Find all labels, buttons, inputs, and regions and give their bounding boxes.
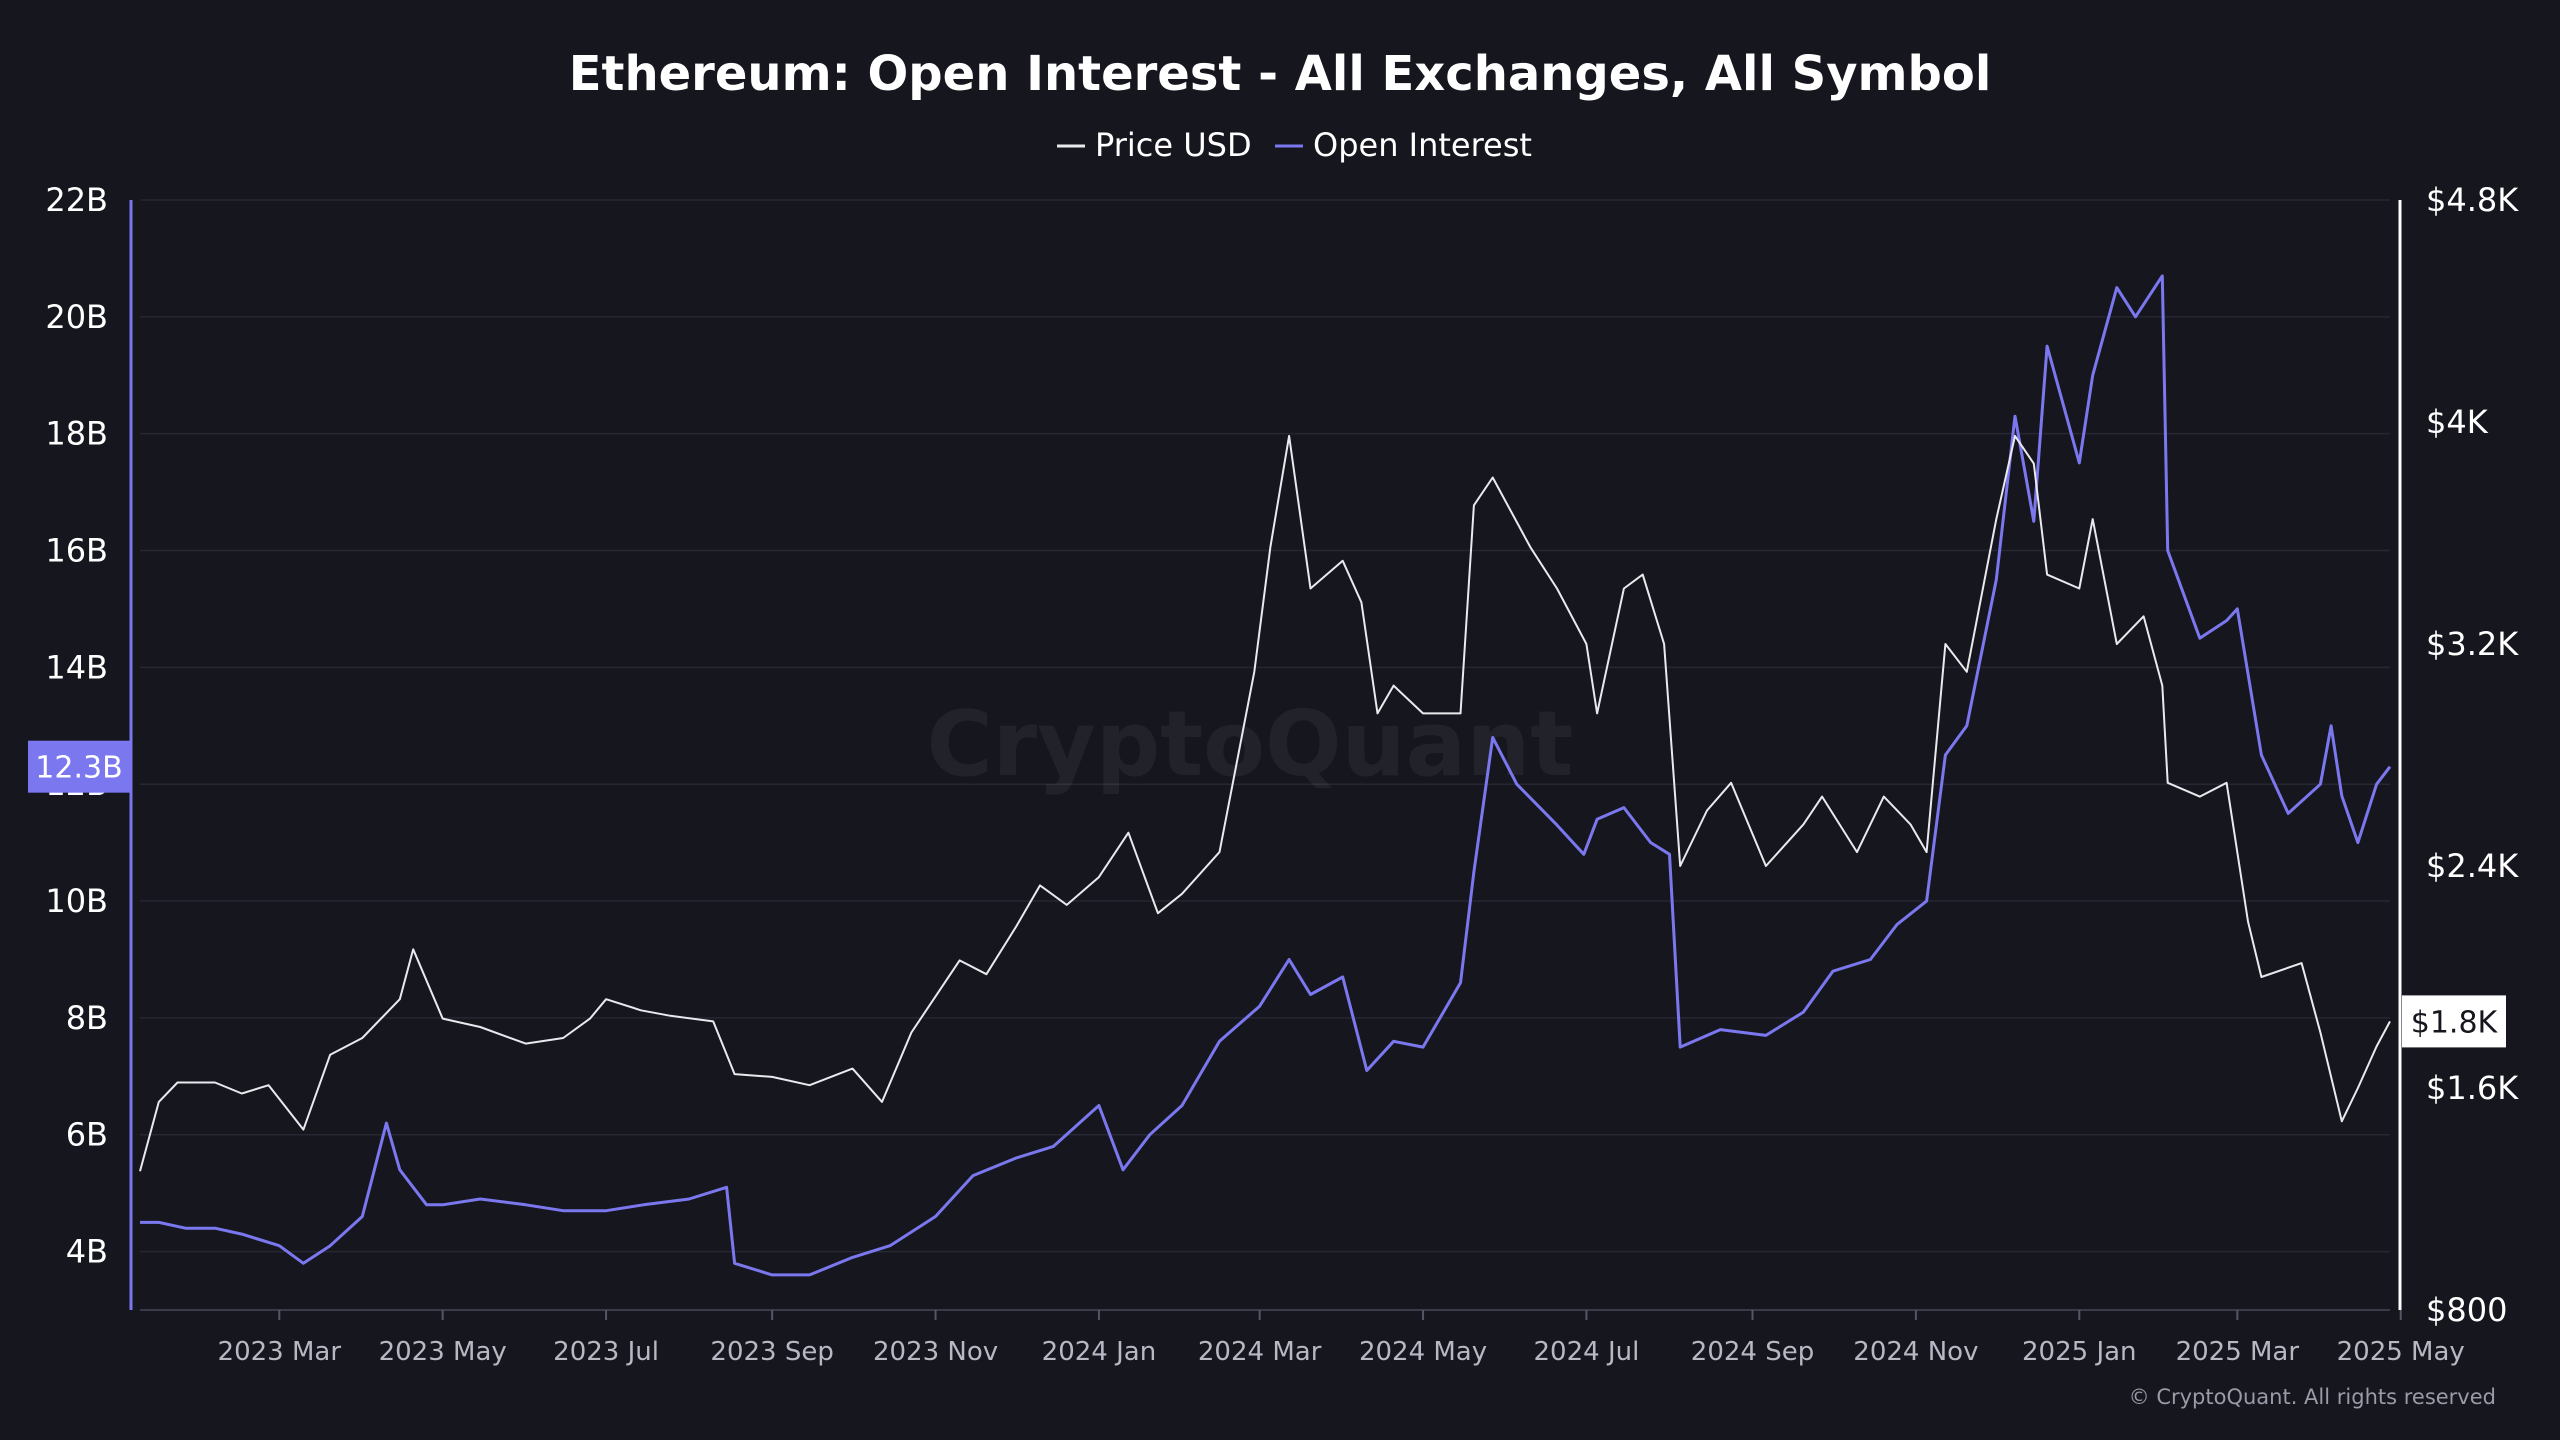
x-tick-label: 2025 Mar bbox=[2176, 1337, 2300, 1367]
left-tick-label: 8B bbox=[66, 999, 108, 1037]
right-tick-label: $3.2K bbox=[2426, 625, 2519, 663]
x-axis-ticks: 2023 Mar 2023 May 2023 Jul 2023 Sep 2023 Nov… bbox=[218, 1310, 2465, 1367]
x-tick-label: 2024 Mar bbox=[1198, 1337, 1322, 1367]
left-tick-label: 22B bbox=[45, 181, 108, 219]
left-tick-label: 4B bbox=[66, 1233, 108, 1271]
series-price-line bbox=[139, 434, 2391, 1172]
grid-lines bbox=[140, 199, 2390, 1253]
left-tick-label: 10B bbox=[45, 882, 108, 920]
x-tick-label: 2024 May bbox=[1359, 1337, 1487, 1367]
right-current-badge: $1.8K bbox=[2402, 995, 2506, 1048]
left-current-badge: 12.3B bbox=[28, 740, 130, 793]
legend-price-label: Price USD bbox=[1095, 126, 1252, 164]
x-tick-label: 2023 Mar bbox=[218, 1337, 342, 1367]
x-tick-label: 2025 Jan bbox=[2022, 1337, 2137, 1367]
x-tick-label: 2025 May bbox=[2337, 1337, 2465, 1367]
x-tick-label: 2024 Nov bbox=[1853, 1337, 1978, 1367]
left-axis-ticks: 4B6B8B10B12B14B16B18B20B22B bbox=[45, 181, 108, 1271]
x-tick-label: 2023 Jul bbox=[553, 1337, 659, 1367]
left-tick-label: 6B bbox=[66, 1116, 108, 1154]
right-tick-label: $800 bbox=[2426, 1291, 2507, 1329]
right-axis-ticks: $800 $1.6K $2.4K $3.2K $4K $4.8K bbox=[2426, 181, 2519, 1329]
right-tick-label: $4.8K bbox=[2426, 181, 2519, 219]
watermark: CryptoQuant bbox=[927, 692, 1574, 797]
left-tick-label: 20B bbox=[45, 298, 108, 336]
copyright-notice: © CryptoQuant. All rights reserved bbox=[2129, 1385, 2496, 1409]
left-current-badge-label: 12.3B bbox=[35, 751, 122, 786]
x-tick-label: 2023 Nov bbox=[873, 1337, 998, 1367]
left-tick-label: 16B bbox=[45, 532, 108, 570]
right-current-badge-label: $1.8K bbox=[2411, 1005, 2499, 1040]
series-open-interest-line bbox=[140, 274, 2392, 1277]
x-tick-label: 2024 Sep bbox=[1691, 1337, 1814, 1367]
legend-oi-label: Open Interest bbox=[1313, 126, 1532, 164]
x-tick-label: 2023 May bbox=[379, 1337, 507, 1367]
chart-title: Ethereum: Open Interest - All Exchanges,… bbox=[569, 46, 1992, 102]
right-tick-label: $4K bbox=[2426, 403, 2489, 441]
x-tick-label: 2024 Jan bbox=[1042, 1337, 1157, 1367]
left-current-badge-bg bbox=[28, 740, 130, 793]
right-tick-label: $1.6K bbox=[2426, 1069, 2519, 1107]
x-tick-label: 2024 Jul bbox=[1534, 1337, 1640, 1367]
left-tick-label: 14B bbox=[45, 648, 108, 686]
left-tick-label: 18B bbox=[45, 415, 108, 453]
legend: Price USD Open Interest bbox=[1057, 126, 1532, 164]
right-tick-label: $2.4K bbox=[2426, 847, 2519, 885]
right-current-badge-bg bbox=[2402, 995, 2506, 1048]
x-tick-label: 2023 Sep bbox=[710, 1337, 833, 1367]
